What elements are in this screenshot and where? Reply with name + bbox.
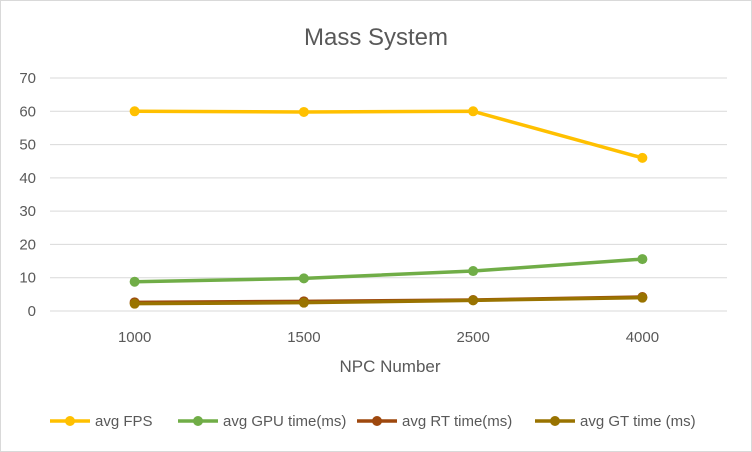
legend-item: avg FPS (50, 413, 153, 430)
legend-label: avg FPS (95, 413, 153, 430)
x-tick-label: 2500 (456, 329, 489, 346)
y-tick-label: 0 (28, 303, 36, 320)
legend: avg FPS avg GPU time(ms) avg RT time(ms) av… (50, 413, 696, 430)
gridlines (50, 77, 727, 279)
x-tick-label: 1500 (287, 329, 320, 346)
x-tick-label: 1000 (118, 329, 151, 346)
data-point (129, 106, 140, 117)
data-point (468, 266, 479, 277)
y-tick-label: 50 (19, 137, 36, 154)
legend-label: avg GT time (ms) (580, 413, 696, 430)
legend-swatch-marker (372, 416, 382, 426)
data-point (298, 273, 309, 284)
legend-swatch-marker (65, 416, 75, 426)
legend-item: avg GPU time(ms) (178, 413, 346, 430)
legend-swatch-marker (193, 416, 203, 426)
x-axis-label: NPC Number (339, 357, 440, 376)
x-tick-label: 4000 (626, 329, 659, 346)
series-line (132, 257, 645, 284)
legend-item: avg GT time (ms) (535, 413, 696, 430)
series-group (129, 106, 648, 309)
series-1 (129, 106, 648, 163)
y-tick-label: 20 (19, 236, 36, 253)
y-axis-ticks: 0 10 20 30 40 50 60 70 (19, 70, 36, 320)
data-point (129, 298, 140, 309)
y-tick-label: 30 (19, 203, 36, 220)
series-line (132, 109, 645, 160)
data-point (468, 106, 479, 117)
data-point (298, 297, 309, 308)
legend-item: avg RT time(ms) (357, 413, 512, 430)
y-tick-label: 60 (19, 103, 36, 120)
series-line (132, 295, 645, 306)
legend-swatch-marker (550, 416, 560, 426)
data-point (468, 295, 479, 306)
data-point (129, 276, 140, 287)
series-4 (129, 292, 648, 309)
series-2 (129, 254, 648, 287)
data-point (298, 106, 309, 117)
data-point (637, 254, 648, 265)
y-tick-label: 70 (19, 70, 36, 87)
data-point (637, 152, 648, 163)
y-tick-label: 10 (19, 270, 36, 287)
data-point (637, 292, 648, 303)
legend-label: avg RT time(ms) (402, 413, 512, 430)
chart-title: Mass System (304, 24, 448, 51)
x-axis-ticks: 1000 1500 2500 4000 (118, 329, 659, 346)
y-tick-label: 40 (19, 170, 36, 187)
legend-label: avg GPU time(ms) (223, 413, 346, 430)
